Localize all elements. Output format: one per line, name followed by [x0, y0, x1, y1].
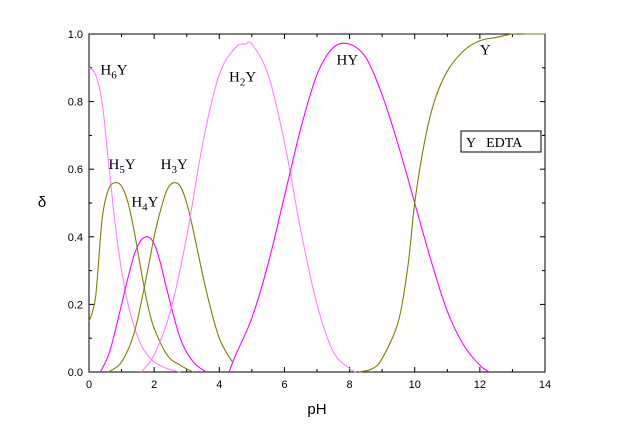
x-tick-label: 8: [347, 379, 353, 391]
x-tick-label: 14: [539, 379, 551, 391]
legend-border: [460, 130, 542, 153]
x-tick-label: 12: [474, 379, 486, 391]
curve-label-base: H: [100, 63, 111, 79]
curve-label-subscript: 3: [172, 164, 178, 176]
series-line-h6y: [88, 67, 181, 373]
x-axis-label: pH: [307, 401, 326, 418]
x-tick-label: 0: [86, 379, 92, 391]
curve-label-base: HY: [337, 52, 359, 68]
y-axis-ticks: 0.0 0.2 0.4 0.6 0.8 1.0: [68, 29, 545, 379]
curve-label-subscript: 5: [119, 164, 125, 176]
series-line-h5y: [88, 181, 194, 373]
curve-label: H2Y: [229, 69, 256, 88]
y-tick-label: 0.4: [68, 232, 83, 244]
x-tick-label: 6: [281, 379, 287, 391]
x-tick-label: 2: [151, 379, 157, 391]
legend-box: Y EDTA: [460, 130, 542, 153]
series-line-y: [359, 33, 545, 373]
curve-label-suffix: Y: [148, 194, 159, 210]
y-tick-label: 0.0: [68, 367, 83, 379]
x-axis-ticks: 0 2 4 6 8 10 12 14: [86, 34, 551, 391]
curve-label: H6Y: [100, 63, 127, 82]
x-tick-label: 10: [409, 379, 421, 391]
y-axis-label: δ: [38, 194, 46, 211]
curve-label: H5Y: [109, 157, 136, 176]
curve-label: H3Y: [161, 157, 188, 176]
x-tick-label: 4: [216, 379, 222, 391]
legend-text: Y EDTA: [466, 136, 523, 151]
curve-label: H4Y: [131, 194, 158, 213]
curve-label-subscript: 2: [240, 76, 246, 88]
series-curves: [88, 33, 545, 373]
curve-label: Y: [480, 42, 491, 58]
y-tick-label: 1.0: [68, 29, 83, 41]
curve-label-suffix: Y: [245, 69, 256, 85]
curve-label-suffix: Y: [177, 157, 188, 173]
series-line-h4y: [99, 236, 207, 373]
curve-label-base: H: [131, 194, 142, 210]
y-tick-label: 0.6: [68, 164, 83, 176]
curve-label-suffix: Y: [125, 157, 136, 173]
curve-label-base: H: [109, 157, 120, 173]
series-line-h2y: [140, 41, 357, 373]
y-tick-label: 0.2: [68, 299, 83, 311]
curve-label-subscript: 6: [111, 70, 117, 82]
curve-label: HY: [337, 52, 359, 68]
series-line-hy: [228, 42, 490, 373]
series-line-h3y: [108, 181, 233, 373]
curve-label-base: H: [161, 157, 172, 173]
y-tick-label: 0.8: [68, 97, 83, 109]
curve-label-suffix: Y: [117, 63, 128, 79]
curve-label-base: Y: [480, 42, 491, 58]
curve-label-subscript: 4: [142, 201, 148, 213]
curve-label-base: H: [229, 69, 240, 85]
